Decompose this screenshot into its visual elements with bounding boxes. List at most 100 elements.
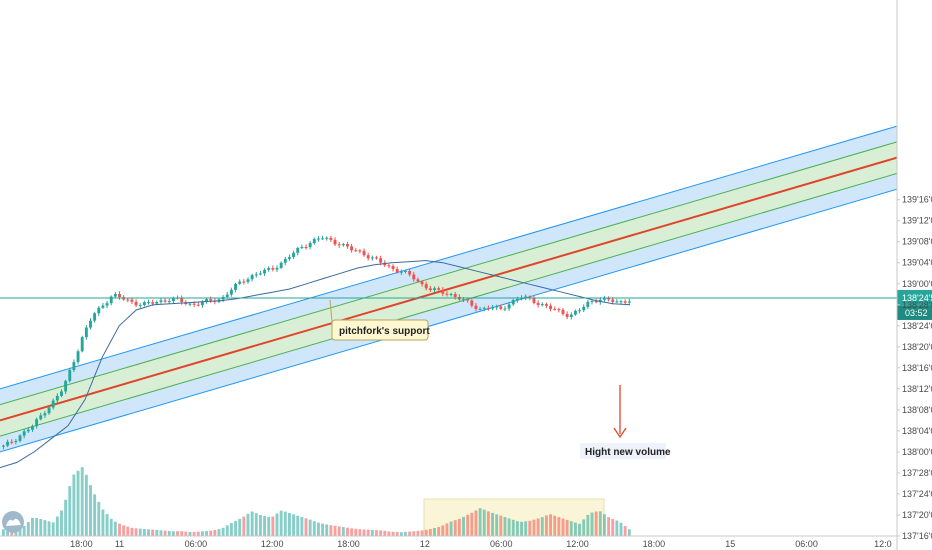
volume-bar — [31, 517, 34, 536]
volume-bar — [221, 527, 225, 536]
volume-bar — [229, 522, 233, 536]
candle-body — [308, 243, 312, 248]
volume-bar — [72, 474, 76, 536]
volume-bar — [304, 518, 308, 536]
candle-body — [433, 288, 436, 291]
candle-body — [47, 407, 51, 414]
candle-body — [105, 303, 109, 306]
median-line — [0, 156, 898, 422]
volume-bar — [553, 515, 557, 536]
candle-body — [565, 313, 569, 318]
candle-body — [582, 306, 586, 311]
volume-bar — [130, 527, 134, 536]
price-tick-label: 139'04'0 — [902, 258, 932, 268]
volume-bar — [549, 514, 553, 536]
candle-body — [275, 267, 279, 270]
volume-bar — [283, 511, 287, 536]
candle-body — [292, 252, 296, 258]
candle-body — [623, 301, 627, 303]
volume-bar — [424, 529, 428, 536]
annotations: pitchfork's support Hight new volume — [329, 299, 671, 459]
candle-body — [615, 301, 619, 303]
volume-bar — [2, 529, 5, 536]
candle-body — [196, 304, 200, 306]
volume-bar — [569, 521, 573, 536]
volume-bar — [188, 531, 192, 536]
price-tick-label: 138'24'0 — [902, 321, 932, 331]
price-tick-label: 137'24'0 — [902, 489, 932, 499]
volume-bar — [22, 526, 26, 536]
volume-bar — [383, 530, 387, 536]
time-tick-label: 11 — [115, 539, 124, 549]
volume-bar — [366, 529, 370, 536]
volume-bar — [126, 526, 130, 536]
volume-bar — [242, 516, 246, 536]
candle-body — [10, 441, 14, 443]
candle-body — [263, 269, 267, 274]
candle-body — [366, 255, 370, 259]
candle-body — [287, 257, 291, 259]
candle-body — [142, 302, 146, 306]
volume-bar — [213, 530, 217, 536]
volume-bar — [296, 515, 300, 536]
candle-body — [171, 297, 175, 302]
price-axis: 137'16'0 137'20'0 137'24'0 137'28'0 138'00'0… — [896, 0, 932, 550]
cloud-icon — [6, 518, 21, 526]
candle-body — [246, 279, 250, 282]
candle-body — [167, 301, 171, 303]
volume-bar — [515, 521, 519, 536]
candle-body — [544, 304, 548, 306]
candle-body — [234, 283, 238, 290]
volume-bar — [387, 531, 391, 536]
candle-body — [602, 297, 606, 300]
volume-bar — [279, 510, 283, 536]
volume-bar — [602, 514, 606, 536]
volume-bar — [18, 526, 22, 536]
volume-bar — [275, 513, 279, 536]
volume-bar — [420, 530, 424, 536]
volume-bar — [138, 528, 142, 536]
candle-body — [76, 351, 80, 363]
candle-body — [126, 299, 130, 301]
candle-body — [209, 299, 213, 301]
support-callout-label: pitchfork's support — [339, 326, 430, 337]
volume-bar — [437, 527, 441, 536]
candle-body — [470, 300, 474, 306]
candle-body — [491, 307, 494, 309]
volume-bar — [416, 530, 420, 536]
volume-bar — [362, 529, 366, 536]
price-tick-label: 138'08'0 — [902, 405, 932, 415]
candle-body — [627, 301, 631, 303]
candle-body — [242, 281, 246, 283]
candle-body — [387, 265, 391, 267]
price-tag-box — [897, 289, 932, 306]
candle-body — [557, 309, 561, 311]
candle-body — [553, 308, 557, 310]
volume-bar — [93, 494, 97, 536]
candle-body — [573, 310, 577, 315]
candle-body — [321, 238, 325, 240]
candle-body — [536, 302, 540, 305]
candle-body — [449, 294, 453, 296]
volume-bar — [64, 499, 68, 536]
volume-bar — [151, 529, 155, 536]
candle-body — [68, 370, 72, 381]
volume-bar — [76, 470, 80, 536]
volume-bar — [267, 516, 271, 536]
candle-body — [408, 270, 412, 275]
candle-body — [225, 294, 229, 297]
countdown-box — [897, 305, 932, 320]
volume-bar — [47, 521, 51, 536]
volume-bar — [462, 516, 465, 536]
volume-bar — [217, 529, 221, 536]
volume-bar — [234, 520, 238, 536]
candle-body — [89, 320, 92, 328]
candle-body — [540, 304, 544, 306]
candle-body — [569, 314, 573, 318]
volume-bar — [80, 467, 84, 536]
candle-body — [412, 274, 416, 280]
candle-body — [35, 419, 39, 427]
candle-body — [229, 289, 233, 295]
